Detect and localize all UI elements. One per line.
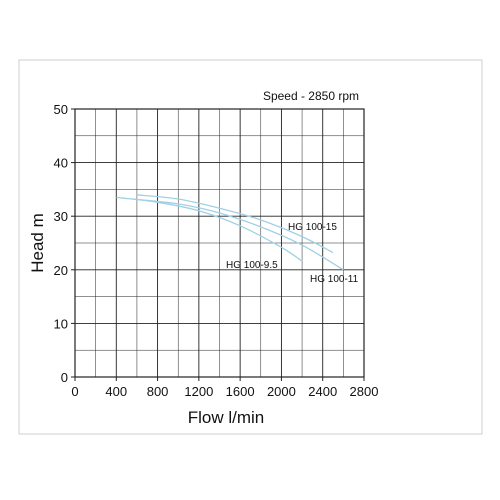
chart-title: Speed - 2850 rpm bbox=[263, 89, 359, 103]
y-tick-label: 30 bbox=[54, 209, 68, 224]
x-tick-labels: 0 400 800 1200 1600 2000 2400 2800 bbox=[71, 384, 378, 399]
series-line-0 bbox=[136, 194, 334, 254]
x-tick-label: 0 bbox=[71, 384, 78, 399]
y-tick-label: 40 bbox=[54, 156, 68, 171]
grid bbox=[71, 108, 365, 381]
series-label: HG 100-15 bbox=[288, 222, 337, 233]
x-tick-label: 2800 bbox=[350, 384, 379, 399]
y-tick-label: 50 bbox=[54, 102, 68, 117]
x-tick-label: 1200 bbox=[184, 384, 213, 399]
y-tick-label: 0 bbox=[61, 370, 68, 385]
series-label: HG 100-11 bbox=[310, 274, 359, 285]
series-labels: HG 100-15 HG 100-11 HG 100-9.5 bbox=[226, 222, 359, 285]
series-label: HG 100-9.5 bbox=[226, 260, 278, 271]
x-tick-label: 400 bbox=[105, 384, 127, 399]
x-tick-label: 2000 bbox=[267, 384, 296, 399]
y-tick-label: 20 bbox=[54, 263, 68, 278]
y-axis-title: Head m bbox=[28, 213, 47, 273]
plot-frame bbox=[74, 108, 365, 378]
series-line-2 bbox=[116, 196, 303, 262]
y-tick-label: 10 bbox=[54, 316, 68, 331]
x-tick-label: 1600 bbox=[226, 384, 255, 399]
chart-panel bbox=[18, 59, 483, 435]
x-axis-title: Flow l/min bbox=[188, 408, 265, 427]
series-line-1 bbox=[131, 198, 344, 271]
y-tick-labels: 0 10 20 30 40 50 bbox=[54, 102, 68, 385]
curves bbox=[116, 194, 344, 271]
x-tick-label: 800 bbox=[147, 384, 169, 399]
x-tick-label: 2400 bbox=[308, 384, 337, 399]
